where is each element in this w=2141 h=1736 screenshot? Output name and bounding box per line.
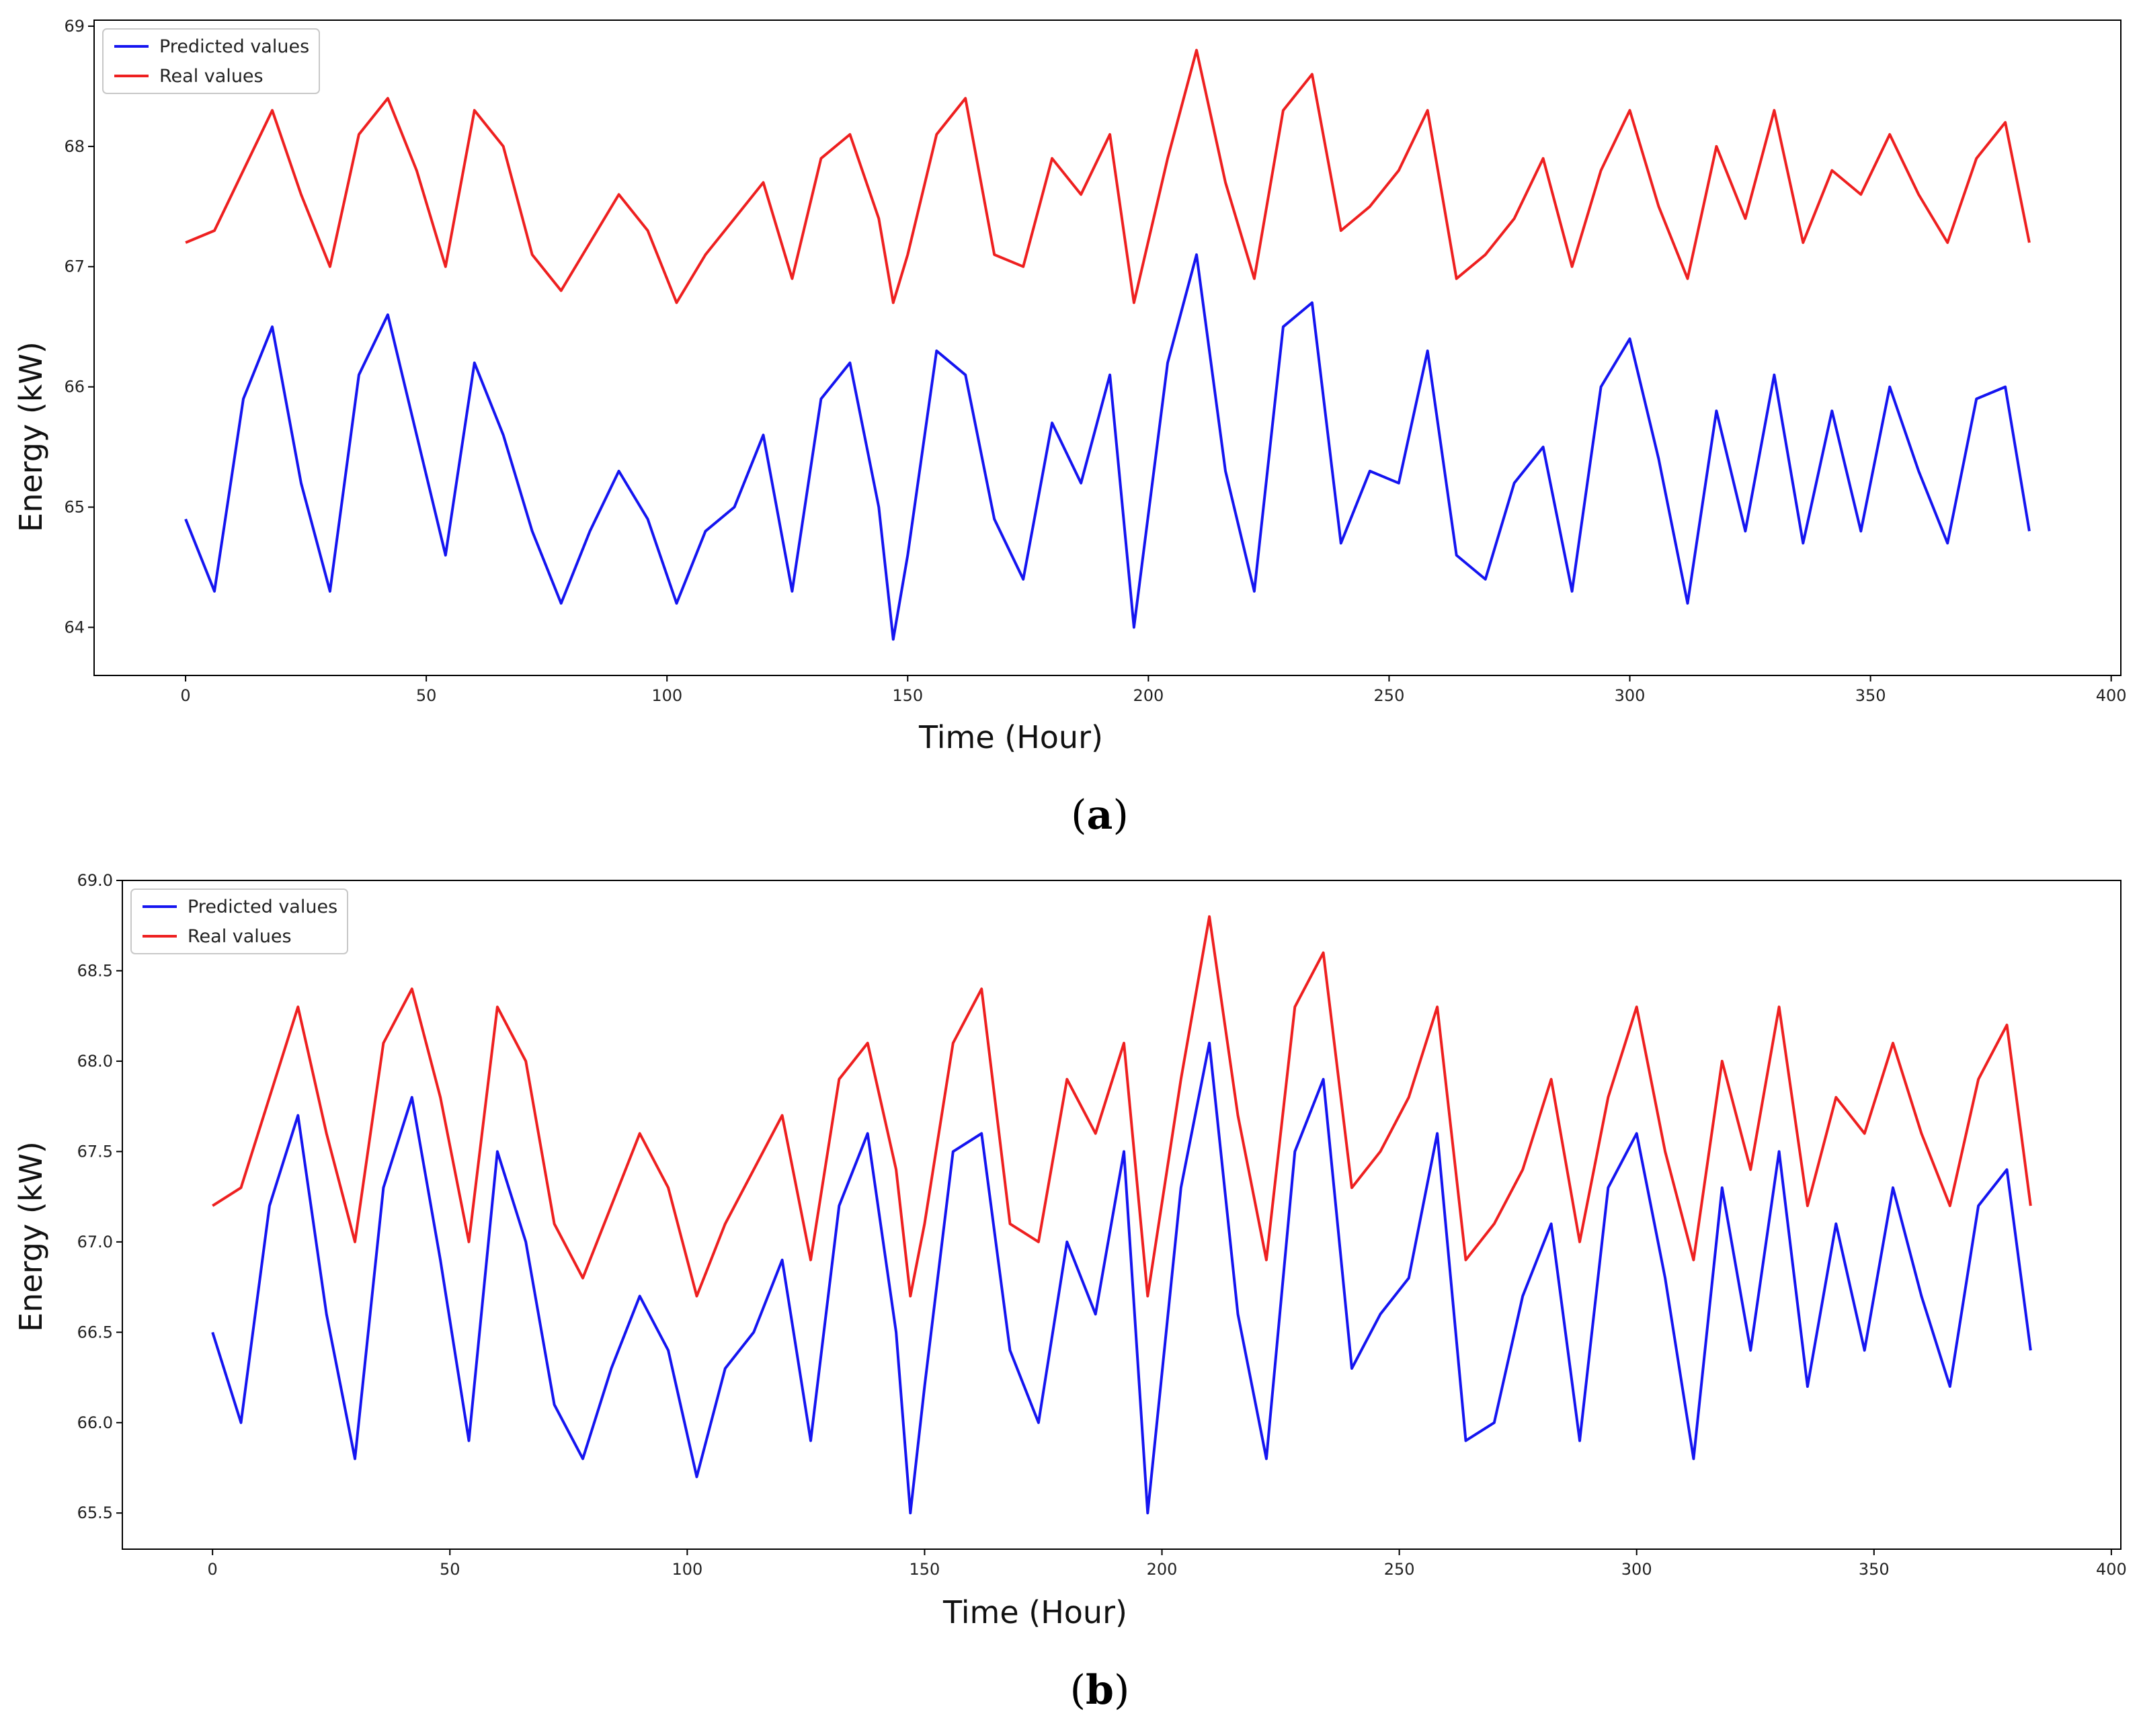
y-tick-label: 64 (64, 618, 85, 636)
series-lines (184, 48, 2031, 641)
x-tick-label: 50 (416, 686, 437, 705)
x-tick-label: 150 (910, 1560, 940, 1579)
x-tick-label: 400 (2096, 686, 2127, 705)
x-tick-label: 100 (651, 686, 682, 705)
chart-panel-a: 64 65 66 67 68 69 0 50 100 150 200 250 300 350 400 En… (13, 17, 2127, 839)
plot-frame (93, 19, 2122, 676)
x-tick-label: 300 (1615, 686, 1646, 705)
legend-label-predicted: Predicted values (159, 36, 309, 57)
x-tick-label: 200 (1133, 686, 1164, 705)
legend-label-predicted: Predicted values (188, 897, 337, 917)
y-tick-label: 68.5 (77, 961, 113, 980)
y-tick-label: 66 (64, 378, 85, 397)
legend-label-real: Real values (188, 926, 292, 947)
legend-label-real: Real values (159, 66, 264, 87)
x-tick-label: 300 (1621, 1560, 1652, 1579)
y-tick-label: 67 (64, 257, 85, 276)
series-line-predicted (184, 253, 2031, 641)
x-axis-ticks: 0 50 100 150 200 250 300 350 400 (208, 1549, 2127, 1579)
x-axis-label: Time (Hour) (942, 1594, 1127, 1630)
legend: Predicted values Real values (102, 28, 320, 94)
x-tick-label: 150 (892, 686, 923, 705)
caption-a: (a) (1071, 792, 1129, 839)
y-axis-label: Energy (kW) (13, 341, 49, 532)
legend-box (102, 28, 320, 94)
x-tick-label: 200 (1147, 1560, 1178, 1579)
x-tick-label: 350 (1859, 1560, 1890, 1579)
x-axis-label: Time (Hour) (918, 719, 1103, 755)
series-line-predicted (211, 1042, 2032, 1515)
y-axis-ticks: 64 65 66 67 68 69 (64, 17, 94, 636)
y-tick-label: 66.5 (77, 1323, 113, 1341)
y-tick-label: 68.0 (77, 1052, 113, 1071)
caption-b: (b) (1070, 1667, 1130, 1714)
y-tick-label: 67.0 (77, 1233, 113, 1251)
y-tick-label: 68 (64, 137, 85, 156)
y-tick-label: 65 (64, 498, 85, 517)
x-tick-label: 50 (440, 1560, 460, 1579)
series-lines (211, 915, 2032, 1515)
series-line-real (185, 48, 2031, 304)
x-tick-label: 400 (2096, 1560, 2127, 1579)
legend-box (130, 888, 348, 954)
x-tick-label: 0 (208, 1560, 218, 1579)
y-tick-label: 65.5 (77, 1503, 113, 1522)
x-tick-label: 350 (1855, 686, 1886, 705)
series-line-real (212, 915, 2032, 1298)
x-tick-label: 250 (1384, 1560, 1415, 1579)
chart-panel-b: 65.5 66.0 66.5 67.0 67.5 68.0 68.5 69.0 0 50 100 1… (13, 871, 2127, 1714)
y-tick-label: 69.0 (77, 871, 113, 890)
y-tick-label: 69 (64, 17, 85, 36)
y-axis-ticks: 65.5 66.0 66.5 67.0 67.5 68.0 68.5 69.0 (77, 871, 122, 1522)
y-tick-label: 66.0 (77, 1413, 113, 1432)
x-tick-label: 0 (180, 686, 190, 705)
legend: Predicted values Real values (130, 888, 348, 954)
x-tick-label: 100 (672, 1560, 702, 1579)
y-axis-label: Energy (kW) (13, 1141, 49, 1332)
y-tick-label: 67.5 (77, 1142, 113, 1161)
x-axis-ticks: 0 50 100 150 200 250 300 350 400 (180, 675, 2127, 705)
x-tick-label: 250 (1374, 686, 1405, 705)
plot-frame (122, 880, 2122, 1550)
